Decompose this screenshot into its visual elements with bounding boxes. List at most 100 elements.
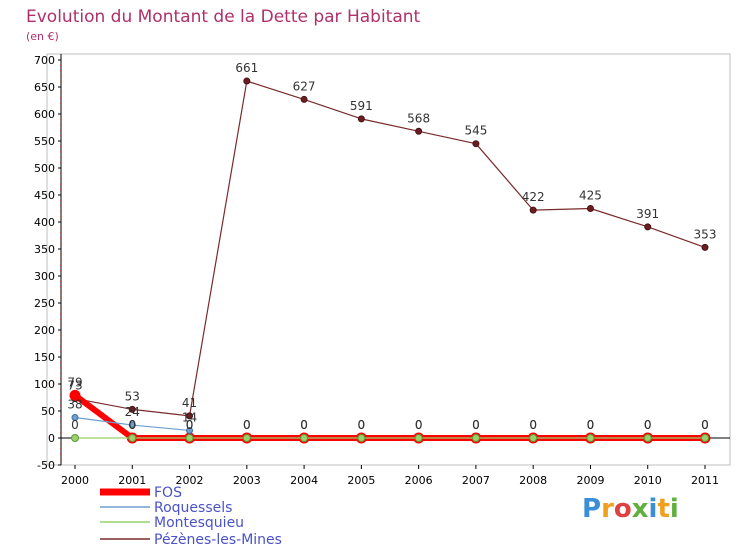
y-tick-label: 50 [41, 405, 55, 418]
data-label-pezenes-les-mines: 391 [636, 207, 659, 221]
y-tick-label: 350 [34, 243, 55, 256]
data-point-montesquieu [529, 434, 538, 442]
data-point-pezenes-les-mines [529, 206, 537, 214]
y-tick-label: 500 [34, 162, 55, 175]
data-point-pezenes-les-mines [186, 412, 194, 420]
data-label-fos: 0 [644, 418, 652, 432]
legend-label-montesquieu: Montesquieu [154, 515, 244, 531]
data-point-roquessels [186, 426, 194, 434]
data-label-montesquieu: 0 [186, 418, 194, 432]
x-tick-label: 2008 [519, 474, 547, 487]
data-label-fos: 0 [587, 418, 595, 432]
data-point-montesquieu [128, 434, 137, 442]
logo-letter: i [649, 494, 658, 524]
data-label-pezenes-les-mines: 627 [293, 79, 316, 93]
svg-text:Proxiti: Proxiti [582, 494, 679, 524]
logo-letter: i [670, 494, 679, 524]
data-point-montesquieu [586, 434, 595, 442]
data-point-montesquieu [242, 434, 251, 442]
data-point-pezenes-les-mines [415, 127, 423, 135]
data-label-pezenes-les-mines: 73 [67, 379, 82, 393]
legend: FOSRoquesselsMontesquieuPézènes-les-Mine… [100, 485, 282, 548]
data-point-montesquieu [471, 434, 480, 442]
x-tick-label: 2001 [118, 474, 146, 487]
data-label-roquessels: 14 [182, 410, 197, 424]
data-label-montesquieu: 0 [529, 418, 537, 432]
data-point-montesquieu [71, 434, 79, 442]
series-line-fos [73, 392, 705, 441]
data-label-montesquieu: 0 [358, 418, 366, 432]
x-tick-label: 2003 [233, 474, 261, 487]
data-point-pezenes-les-mines [586, 205, 594, 212]
series-line-pezenes-les-mines [74, 80, 706, 417]
axes: -50 0 50 100 150 200 250 300 350 400 450 500 550 600 6… [34, 53, 731, 487]
data-label-fos: 0 [472, 418, 480, 432]
x-tick-label: 2002 [176, 474, 204, 487]
data-point-roquessels [128, 421, 136, 429]
x-tick-label: 2011 [691, 474, 719, 487]
chart-subtitle: (en €) [26, 30, 59, 43]
x-tick-label: 2006 [405, 474, 433, 487]
y-tick-label: 550 [34, 135, 55, 148]
data-label-roquessels: 24 [125, 405, 140, 419]
data-label-pezenes-les-mines: 53 [125, 389, 140, 403]
y-tick-label: 450 [34, 189, 55, 202]
y-tick-label: 300 [34, 270, 55, 283]
data-label-montesquieu: 0 [587, 418, 595, 432]
data-label-fos: 0 [529, 418, 537, 432]
data-label-fos: 0 [415, 418, 423, 432]
logo-letter: t [657, 494, 669, 524]
data-label-montesquieu: 0 [644, 418, 652, 432]
data-point-pezenes-les-mines [701, 243, 709, 251]
data-label-fos: 0 [701, 418, 709, 432]
x-tick-label: 2005 [347, 474, 375, 487]
logo-letter: o [614, 494, 632, 524]
series-layer [69, 77, 711, 444]
y-tick-label: 250 [34, 297, 55, 310]
data-point-pezenes-les-mines [357, 115, 365, 123]
data-label-pezenes-les-mines: 41 [182, 396, 197, 410]
data-label-pezenes-les-mines: 422 [522, 190, 545, 204]
data-label-pezenes-les-mines: 353 [694, 227, 717, 241]
data-label-pezenes-les-mines: 661 [235, 61, 258, 75]
data-label-pezenes-les-mines: 568 [407, 111, 430, 125]
data-point-pezenes-les-mines [472, 140, 480, 148]
data-label-fos: 0 [128, 418, 136, 432]
y-tick-label: 150 [34, 351, 55, 364]
y-tick-label: 700 [34, 54, 55, 67]
data-label-montesquieu: 0 [71, 418, 79, 432]
data-label-fos: 0 [243, 418, 251, 432]
y-tick-label: 600 [34, 108, 55, 121]
data-point-montesquieu [414, 434, 423, 442]
data-label-montesquieu: 0 [243, 418, 251, 432]
data-label-fos: 0 [358, 418, 366, 432]
data-label-pezenes-les-mines: 545 [464, 124, 487, 138]
data-label-pezenes-les-mines: 425 [579, 189, 602, 203]
x-tick-label: 2010 [634, 474, 662, 487]
data-labels: 73 53 41 661 627 591 568 545 422 425 391 353 79 0 0 0 0 0… [67, 61, 716, 432]
data-label-fos: 0 [186, 418, 194, 432]
data-point-montesquieu [300, 434, 309, 442]
data-point-pezenes-les-mines [644, 223, 652, 231]
data-point-montesquieu [701, 434, 709, 442]
data-label-montesquieu: 0 [701, 418, 709, 432]
data-label-pezenes-les-mines: 591 [350, 99, 373, 113]
data-label-montesquieu: 0 [472, 418, 480, 432]
y-tick-label: 0 [48, 432, 55, 445]
x-tick-label: 2009 [576, 474, 604, 487]
data-point-montesquieu [185, 434, 194, 442]
legend-label-roquessels: Roquessels [154, 500, 232, 516]
data-point-montesquieu [357, 434, 366, 442]
logo-letter: x [632, 494, 649, 524]
x-tick-label: 2004 [290, 474, 318, 487]
y-tick-label: 100 [34, 378, 55, 391]
data-label-montesquieu: 0 [415, 418, 423, 432]
data-point-pezenes-les-mines [300, 95, 308, 103]
data-point-pezenes-les-mines [128, 405, 136, 413]
y-tick-label: -50 [37, 459, 55, 472]
y-tick-label: 400 [34, 216, 55, 229]
data-label-montesquieu: 0 [300, 418, 308, 432]
data-point-fos [69, 389, 81, 401]
x-tick-label: 2000 [61, 474, 89, 487]
